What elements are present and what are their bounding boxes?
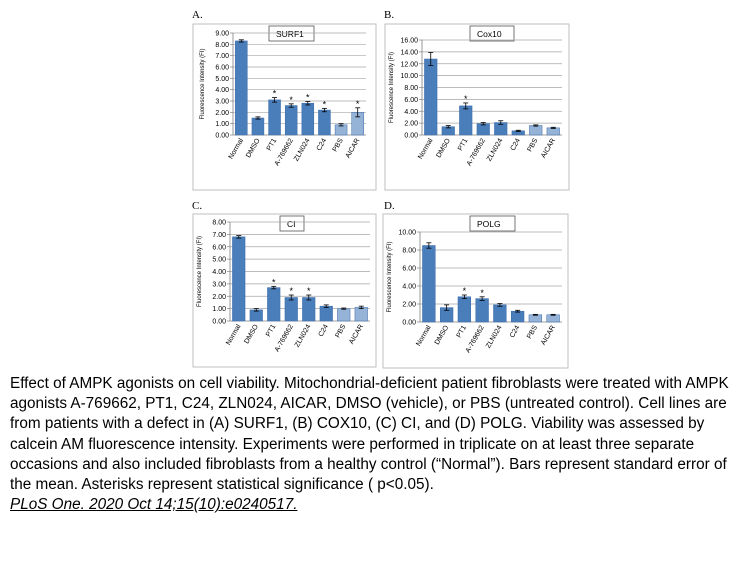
bar-c24 <box>319 305 333 322</box>
y-tick-label: 8.00 <box>212 220 226 227</box>
y-tick-label: 8.00 <box>404 85 418 92</box>
chart-title: SURF1 <box>276 29 304 39</box>
chart-2: CI 0.00 1.00 2.00 3.00 4.00 5.00 6.00 7.00 8.00 Fl… <box>192 213 377 368</box>
bar-a-769662 <box>284 297 298 322</box>
y-tick-label: 2.00 <box>215 110 229 117</box>
y-tick-label: 14.00 <box>400 49 418 56</box>
bar-pt1 <box>459 105 473 136</box>
y-tick-label: 2.00 <box>404 121 418 128</box>
y-tick-label: 2.00 <box>212 294 226 301</box>
panel-letter-d: D. <box>384 200 395 212</box>
panel-letter-a: A. <box>192 9 203 21</box>
y-tick-label: 3.00 <box>212 281 226 288</box>
bar-dmso <box>249 309 263 322</box>
y-tick-label: 7.00 <box>212 232 226 239</box>
chart-title-box <box>469 25 515 42</box>
chart-1: Cox10 0.00 2.00 4.00 6.00 8.00 10.00 12.00 14.00… <box>384 23 570 191</box>
y-tick-label: 3.00 <box>215 99 229 106</box>
y-tick-label: 1.00 <box>212 306 226 313</box>
significance-asterisk: * <box>307 286 311 296</box>
bar-normal <box>424 58 438 136</box>
y-tick-label: 6.00 <box>402 266 416 273</box>
bar-zln024 <box>493 304 507 323</box>
y-axis-label: Fluorescence Intensity (FI) <box>389 52 395 123</box>
y-tick-label: 6.00 <box>215 65 229 72</box>
bar-dmso <box>251 117 265 136</box>
y-axis-label: Fluorescence Intensity (FI) <box>197 236 203 307</box>
chart-frame <box>382 213 569 369</box>
y-tick-label: 6.00 <box>212 244 226 251</box>
chart-3: POLG 0.00 2.00 4.00 6.00 8.00 10.00 Fluorescenc… <box>382 213 569 369</box>
y-tick-label: 0.00 <box>404 133 418 140</box>
y-tick-label: 2.00 <box>402 302 416 309</box>
bar-normal <box>235 40 248 136</box>
significance-asterisk: * <box>464 94 468 104</box>
significance-asterisk: * <box>356 99 360 109</box>
bar-aicar <box>354 307 368 322</box>
y-tick-label: 5.00 <box>212 257 226 264</box>
chart-title: POLG <box>477 219 501 229</box>
y-axis-label: Fluorescence Intensity (FI) <box>387 241 393 312</box>
chart-title-box <box>268 25 315 42</box>
y-tick-label: 4.00 <box>212 269 226 276</box>
y-axis-label: Fluorescence Intensity (FI) <box>200 48 206 119</box>
bar-pbs <box>528 314 543 323</box>
significance-asterisk: * <box>323 99 327 109</box>
y-tick-label: 0.00 <box>402 320 416 327</box>
figure-caption: Effect of AMPK agonists on cell viabilit… <box>10 374 750 515</box>
panel-letter-c: C. <box>192 200 203 212</box>
caption-text: Effect of AMPK agonists on cell viabilit… <box>10 375 729 494</box>
y-tick-label: 12.00 <box>400 61 418 68</box>
bar-a-769662 <box>476 123 490 136</box>
chart-title-box <box>279 215 305 232</box>
y-tick-label: 0.00 <box>212 319 226 326</box>
significance-asterisk: * <box>273 89 277 99</box>
y-tick-label: 1.00 <box>215 121 229 128</box>
y-tick-label: 6.00 <box>404 97 418 104</box>
significance-asterisk: * <box>272 277 276 287</box>
bar-c24 <box>318 109 331 136</box>
chart-0: SURF1 0.00 1.00 2.00 3.00 4.00 5.00 6.00 7.00 8.0… <box>192 23 377 191</box>
y-tick-label: 10.00 <box>398 230 416 237</box>
y-tick-label: 7.00 <box>215 53 229 60</box>
significance-asterisk: * <box>289 286 293 296</box>
y-tick-label: 8.00 <box>402 248 416 255</box>
bar-pt1 <box>268 99 281 136</box>
y-tick-label: 4.00 <box>402 284 416 291</box>
bar-normal <box>232 236 246 322</box>
bar-pbs <box>529 125 543 136</box>
y-tick-label: 5.00 <box>215 76 229 83</box>
bar-c24 <box>510 310 525 323</box>
bar-normal <box>422 245 436 323</box>
bar-pt1 <box>457 296 472 323</box>
significance-asterisk: * <box>463 286 467 296</box>
significance-asterisk: * <box>306 93 310 103</box>
chart-title: CI <box>287 219 296 229</box>
y-tick-label: 4.00 <box>215 87 229 94</box>
bar-pt1 <box>267 287 281 322</box>
chart-title-box <box>469 215 516 232</box>
chart-frame <box>192 213 377 368</box>
bar-pbs <box>337 308 351 322</box>
y-tick-label: 0.00 <box>215 133 229 140</box>
significance-asterisk: * <box>480 288 484 298</box>
bar-zln024 <box>302 297 316 322</box>
chart-title: Cox10 <box>477 29 502 39</box>
chart-frame <box>192 23 377 191</box>
charts-figure: SURF1 0.00 1.00 2.00 3.00 4.00 5.00 6.00 7.00 8.0… <box>192 23 570 369</box>
bar-a-769662 <box>475 298 489 323</box>
y-tick-label: 8.00 <box>215 42 229 49</box>
caption-citation: PLoS One. 2020 Oct 14;15(10):e0240517. <box>10 496 298 514</box>
y-tick-label: 4.00 <box>404 109 418 116</box>
y-tick-label: 9.00 <box>215 31 229 38</box>
bar-aicar <box>546 314 560 323</box>
bar-a-769662 <box>284 105 298 136</box>
y-tick-label: 10.00 <box>400 73 418 80</box>
significance-asterisk: * <box>289 95 293 105</box>
y-tick-label: 16.00 <box>400 38 418 45</box>
bar-zln024 <box>301 103 315 136</box>
panel-letter-b: B. <box>384 9 395 21</box>
bar-aicar <box>546 127 560 136</box>
